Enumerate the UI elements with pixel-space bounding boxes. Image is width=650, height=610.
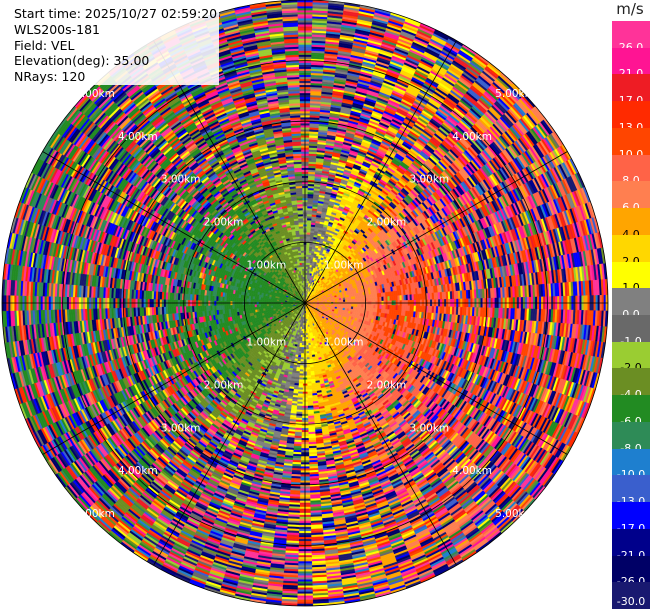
velocity-gate — [337, 300, 340, 303]
velocity-gate — [341, 299, 344, 303]
velocity-gate — [305, 258, 309, 261]
velocity-gate — [306, 238, 311, 241]
velocity-gate — [305, 256, 309, 259]
velocity-gate — [359, 304, 362, 308]
velocity-gate — [306, 252, 310, 255]
velocity-gate — [306, 248, 310, 251]
velocity-gate — [306, 254, 309, 257]
velocity-gate — [359, 298, 362, 302]
velocity-gate — [357, 298, 360, 302]
velocity-gate — [361, 304, 364, 308]
velocity-gate — [353, 298, 356, 302]
velocity-gate — [355, 304, 358, 308]
velocity-gate — [353, 304, 356, 308]
velocity-gate — [343, 303, 346, 307]
velocity-gate — [343, 299, 346, 303]
velocity-gate — [339, 299, 342, 303]
velocity-gate — [335, 300, 338, 303]
velocity-gate — [306, 250, 310, 253]
velocity-gate — [351, 304, 354, 307]
velocity-gate — [367, 297, 370, 302]
velocity-gate — [306, 244, 310, 247]
velocity-gate — [347, 303, 350, 307]
velocity-gate — [349, 303, 352, 307]
velocity-gate — [357, 304, 360, 308]
velocity-gate — [306, 246, 310, 249]
velocity-gate — [355, 298, 358, 302]
velocity-gate — [351, 299, 354, 302]
velocity-gate — [305, 260, 309, 263]
velocity-gate — [345, 303, 348, 307]
velocity-gate — [361, 298, 364, 302]
velocity-gate — [347, 299, 350, 303]
velocity-gate — [349, 299, 352, 303]
velocity-gate — [333, 300, 336, 303]
velocity-gate — [330, 300, 334, 303]
velocity-gate — [305, 262, 309, 265]
velocity-gates — [1, 0, 609, 607]
velocity-gate — [345, 299, 348, 303]
velocity-gate — [367, 304, 370, 309]
